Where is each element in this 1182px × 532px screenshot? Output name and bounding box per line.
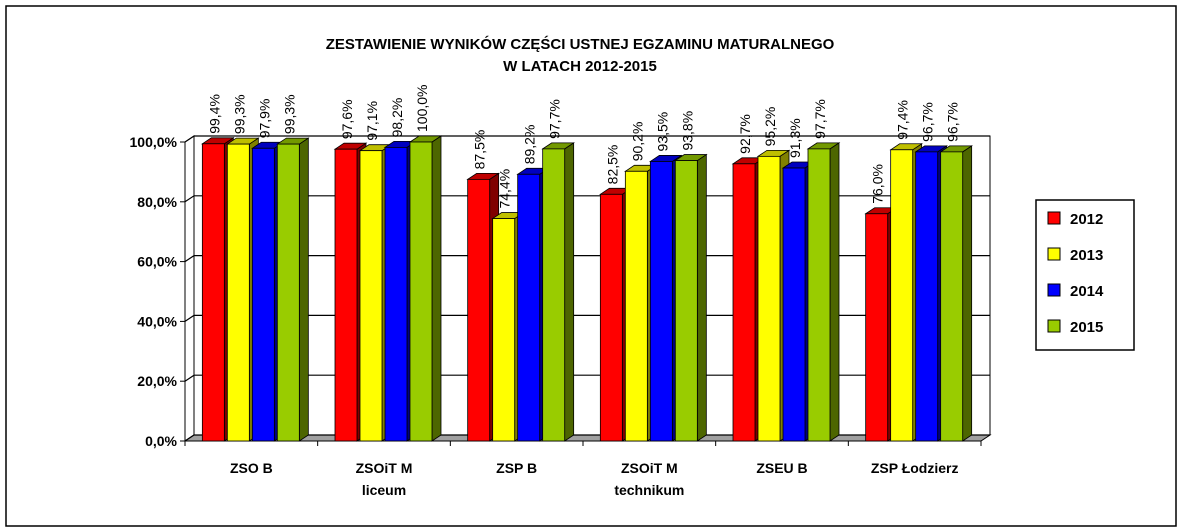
legend-swatch <box>1047 247 1061 261</box>
x-tick-label: ZSEU B <box>756 460 808 476</box>
grid-line <box>184 255 990 263</box>
bar <box>408 135 443 442</box>
bar-front <box>467 178 491 442</box>
y-tick-label: 80,0% <box>137 194 177 210</box>
y-tick-label: 100,0% <box>130 134 178 150</box>
grid-line <box>184 195 990 203</box>
bar <box>541 142 575 442</box>
x-tick-label: ZSO B <box>229 460 273 476</box>
value-label: 82,5% <box>604 145 620 185</box>
value-label: 97,7% <box>812 99 828 139</box>
value-label: 99,3% <box>231 94 247 134</box>
bar-front <box>359 150 383 442</box>
legend-swatch <box>1047 283 1061 297</box>
bar-front <box>649 161 673 442</box>
bar-front <box>201 143 225 442</box>
bar-side <box>829 142 840 442</box>
bar-front <box>276 143 300 442</box>
bar-front <box>624 170 648 442</box>
value-label: 96,7% <box>920 102 936 142</box>
legend-label: 2014 <box>1070 283 1104 300</box>
value-label: 100,0% <box>414 85 430 132</box>
value-label: 95,2% <box>762 107 778 147</box>
legend-label: 2012 <box>1070 211 1103 228</box>
x-tick-label: ZSOiT M liceum <box>355 460 413 498</box>
bar-front <box>226 143 250 442</box>
bar-front <box>251 147 275 442</box>
legend-swatch <box>1047 211 1061 225</box>
bar-front <box>517 173 541 442</box>
bar-side <box>696 153 707 442</box>
value-label: 98,2% <box>389 98 405 138</box>
side-wall <box>184 135 195 442</box>
bar-side <box>431 135 442 442</box>
chart-title: ZESTAWIENIE WYNIKÓW CZĘŚCI USTNEJ EGZAMI… <box>325 36 835 75</box>
bar-front <box>732 163 756 442</box>
value-label: 76,0% <box>870 164 886 204</box>
y-tick-label: 20,0% <box>137 373 177 389</box>
bar <box>939 145 973 442</box>
value-label: 90,2% <box>629 122 645 162</box>
bar <box>276 137 310 442</box>
grid-line <box>184 135 990 143</box>
bar-front <box>865 213 889 442</box>
value-label: 99,4% <box>206 94 222 134</box>
bar-side <box>298 137 309 442</box>
legend-label: 2015 <box>1070 319 1103 336</box>
grid-line <box>184 374 990 382</box>
grid-line <box>184 314 990 322</box>
bar-front <box>890 149 914 442</box>
bar-front <box>782 167 806 442</box>
value-label: 74,4% <box>497 169 513 209</box>
bar-front <box>757 155 781 442</box>
value-label: 97,9% <box>256 99 272 139</box>
y-tick-label: 60,0% <box>137 254 177 270</box>
value-label: 87,5% <box>472 130 488 170</box>
y-tick-label: 40,0% <box>137 313 177 329</box>
value-label: 96,7% <box>945 102 961 142</box>
bar-front <box>542 148 566 442</box>
value-label: 99,3% <box>281 94 297 134</box>
value-label: 93,8% <box>679 111 695 151</box>
bar-front <box>492 218 516 442</box>
value-label: 97,4% <box>895 100 911 140</box>
bar <box>674 153 708 442</box>
value-label: 89,2% <box>522 125 538 165</box>
bar-front <box>915 151 939 442</box>
bar-front <box>409 141 433 442</box>
value-label: 93,5% <box>654 112 670 152</box>
value-label: 97,1% <box>364 101 380 141</box>
bar-front <box>384 146 408 442</box>
bar-front <box>334 148 358 442</box>
legend-swatch <box>1047 319 1061 333</box>
bar-front <box>674 160 698 442</box>
value-label: 97,7% <box>547 99 563 139</box>
x-tick-label: ZSP Łodzierz <box>870 460 959 476</box>
y-tick-label: 0,0% <box>145 433 177 449</box>
x-tick-label: ZSP B <box>496 460 538 476</box>
bar-front <box>940 151 964 442</box>
bar-front <box>599 193 623 442</box>
bar <box>806 142 841 442</box>
bar-side <box>564 142 575 442</box>
grid-line <box>184 434 990 442</box>
value-label: 92,7% <box>737 114 753 154</box>
value-label: 91,3% <box>787 118 803 158</box>
bar-side <box>962 145 973 442</box>
value-label: 97,6% <box>339 99 355 139</box>
x-tick-label: ZSOiT M technikum <box>614 460 685 498</box>
legend-label: 2013 <box>1070 247 1103 264</box>
bar-front <box>807 148 831 442</box>
